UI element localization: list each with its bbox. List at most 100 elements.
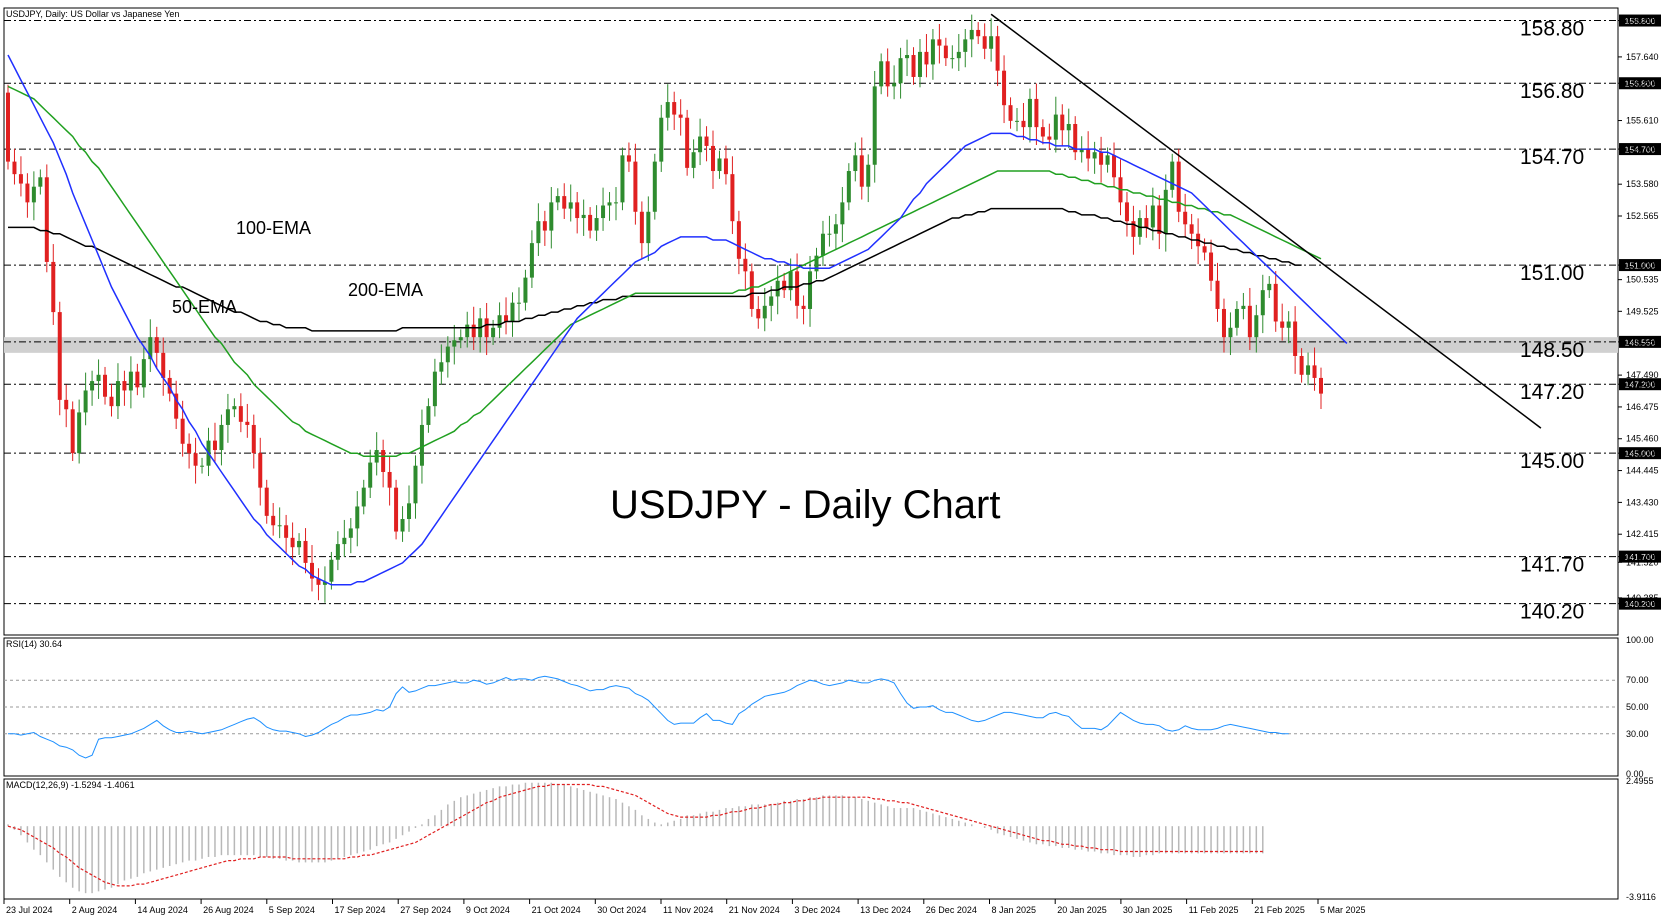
candle-up: [115, 381, 120, 407]
candle-up: [898, 58, 903, 84]
candle-down: [12, 161, 17, 175]
candle-down: [251, 424, 256, 454]
price-tick-label: 147.490: [1626, 370, 1659, 380]
candle-up: [808, 271, 813, 309]
candle-down: [1293, 321, 1298, 356]
candle-down: [672, 102, 677, 115]
candle-up: [1267, 283, 1272, 291]
candle-down: [180, 418, 185, 444]
candle-up: [335, 544, 340, 560]
candle-up: [232, 406, 237, 410]
candle-up: [1027, 98, 1032, 128]
price-tick-label: 146.475: [1626, 402, 1659, 412]
candle-up: [956, 51, 961, 59]
candle-up: [872, 86, 877, 165]
candle-up: [659, 117, 664, 162]
candle-down: [1183, 211, 1188, 225]
candle-up: [1105, 155, 1110, 165]
candle-up: [83, 390, 88, 413]
ema50-line: [7, 54, 1348, 586]
level-tag-box: [1619, 77, 1661, 90]
candle-down: [316, 578, 321, 585]
candle-down: [1202, 246, 1207, 253]
level-tag-text: 145.000: [1625, 449, 1656, 459]
macd-tick-label: 2.4955: [1626, 776, 1654, 786]
level-label: 148.50: [1520, 339, 1584, 362]
candle-down: [1060, 114, 1065, 131]
candle-down: [736, 221, 741, 259]
candle-down: [1189, 224, 1194, 234]
candle-down: [1112, 155, 1117, 178]
price-tick-label: 148.550: [1626, 337, 1659, 347]
date-axis: 23 Jul 2024 2 Aug 2024 14 Aug 2024 26 Aug 2…: [3, 899, 1366, 915]
candle-down: [1247, 305, 1252, 338]
candle-up: [549, 202, 554, 231]
candle-up: [775, 280, 780, 297]
level-label: 141.70: [1520, 554, 1584, 577]
candle-down: [258, 453, 263, 488]
candle-up: [827, 233, 832, 235]
candle-down: [6, 92, 10, 162]
candle-up: [646, 211, 651, 244]
candle-down: [245, 421, 250, 425]
candle-up: [1241, 305, 1246, 309]
date-tick-label: 13 Dec 2024: [860, 905, 911, 915]
rsi-line: [8, 675, 1289, 759]
main-panel-frame: [3, 7, 1619, 636]
date-tick-label: 5 Mar 2025: [1320, 905, 1366, 915]
candle-up: [432, 371, 437, 407]
price-tick-label: 156.800: [1626, 78, 1659, 88]
main-title: USDJPY, Daily: US Dollar vs Japanese Yen: [6, 9, 179, 19]
candle-up: [200, 465, 205, 467]
date-tick-label: 14 Aug 2024: [137, 905, 188, 915]
candle-down: [801, 305, 806, 309]
price-tick-label: 145.000: [1626, 448, 1659, 458]
candle-up: [601, 205, 606, 219]
candle-up: [1163, 189, 1168, 234]
candle-down: [937, 39, 942, 46]
candle-down: [995, 36, 1000, 71]
date-tick-label: 26 Dec 2024: [926, 905, 977, 915]
date-tick-label: 23 Jul 2024: [6, 905, 53, 915]
candle-down: [1073, 123, 1078, 153]
candle-down: [795, 271, 800, 306]
macd-tick-label: -3.9116: [1626, 892, 1656, 902]
candle-up: [691, 152, 696, 168]
candle-down: [704, 136, 709, 146]
candle-down: [284, 525, 289, 538]
candle-down: [309, 562, 314, 579]
support-zone: [4, 337, 1618, 353]
candle-down: [154, 337, 159, 353]
date-tick-label: 20 Jan 2025: [1057, 905, 1107, 915]
candle-down: [943, 45, 948, 59]
date-tick-label: 21 Nov 2024: [729, 905, 780, 915]
level-tag-text: 147.200: [1625, 380, 1656, 390]
date-tick-label: 11 Nov 2024: [663, 905, 713, 915]
ema50-label: 50-EMA: [172, 297, 237, 317]
candle-up: [840, 202, 845, 225]
price-tick-label: 153.580: [1626, 179, 1659, 189]
candle-up: [1254, 315, 1259, 338]
rsi-tick-label: 70.00: [1626, 675, 1649, 685]
candle-down: [1040, 127, 1045, 137]
candle-up: [361, 487, 366, 507]
price-tick-label: 151.000: [1626, 260, 1659, 270]
candle-down: [1280, 321, 1285, 328]
candle-down: [394, 487, 399, 532]
candlesticks: [6, 14, 1323, 603]
date-tick-label: 5 Sep 2024: [269, 905, 315, 915]
rsi-title: RSI(14) 30.64: [6, 639, 62, 649]
price-tick-label: 155.610: [1626, 116, 1659, 126]
candle-up: [1079, 149, 1084, 153]
candle-down: [484, 318, 489, 338]
rsi-group: 100.00 70.00 50.00 30.00 0.00: [4, 635, 1654, 779]
candle-down: [381, 450, 386, 472]
candle-up: [762, 305, 767, 319]
candle-up: [717, 158, 722, 172]
level-tag-text: 154.700: [1625, 145, 1656, 155]
candle-up: [1306, 365, 1311, 375]
candle-up: [594, 218, 599, 231]
candle-down: [859, 155, 864, 187]
candle-up: [465, 324, 470, 338]
